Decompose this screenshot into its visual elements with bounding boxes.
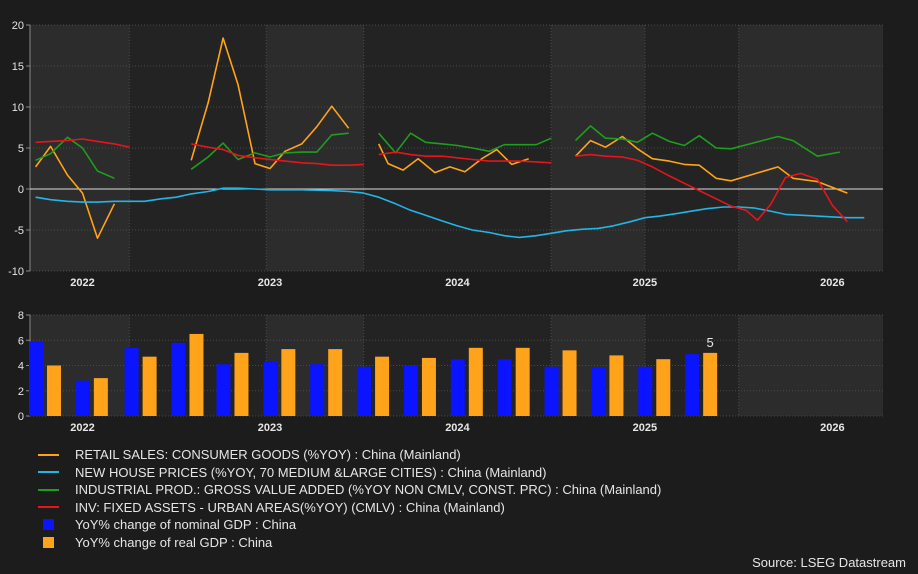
- top-y-tick-label: 5: [18, 143, 24, 155]
- bottom-x-tick-label: 2024: [445, 422, 470, 434]
- legend-swatch-industrial-prod: [38, 488, 59, 491]
- line-series-2: [574, 125, 841, 157]
- legend: RETAIL SALES: CONSUMER GOODS (%YOY) : Ch…: [38, 446, 661, 551]
- legend-item-industrial-prod: INDUSTRIAL PROD.: GROSS VALUE ADDED (%YO…: [38, 481, 661, 499]
- bar-real-gdp: [703, 352, 718, 416]
- legend-item-retail-sales: RETAIL SALES: CONSUMER GOODS (%YOY) : Ch…: [38, 446, 661, 464]
- bar-nominal-gdp: [357, 366, 372, 416]
- bar-real-gdp: [468, 347, 483, 416]
- top-y-tick-label: -5: [14, 225, 24, 237]
- bar-nominal-gdp: [75, 380, 90, 416]
- bottom-x-tick-label: 2025: [633, 422, 657, 434]
- bar-nominal-gdp: [403, 365, 418, 416]
- bar-real-gdp: [421, 357, 436, 416]
- legend-swatch-fixed-assets: [38, 506, 59, 509]
- bar-real-gdp: [93, 378, 108, 416]
- bar-real-gdp: [562, 350, 577, 416]
- bottom-y-tick-label: 2: [18, 386, 24, 398]
- bottom-y-tick-label: 8: [18, 310, 24, 322]
- bar-real-gdp: [656, 359, 671, 416]
- top-x-tick-label: 2025: [633, 277, 657, 289]
- bottom-y-tick-label: 0: [18, 411, 24, 423]
- bar-real-gdp: [609, 355, 624, 416]
- bar-real-gdp: [328, 349, 343, 416]
- top-x-tick-label: 2024: [445, 277, 470, 289]
- top-shaded-band: [266, 25, 364, 271]
- legend-item-fixed-assets: INV: FIXED ASSETS - URBAN AREAS(%YOY) (C…: [38, 499, 661, 517]
- line-series-3: [575, 153, 848, 223]
- line-series-2: [378, 132, 552, 154]
- top-y-tick-label: -10: [8, 266, 24, 278]
- top-y-tick-label: 20: [12, 20, 24, 32]
- bar-real-gdp: [515, 347, 530, 416]
- legend-label-new-house-prices: NEW HOUSE PRICES (%YOY, 70 MEDIUM &LARGE…: [75, 464, 547, 480]
- bar-nominal-gdp: [638, 366, 653, 416]
- bottom-x-tick-label: 2023: [258, 422, 282, 434]
- top-y-tick-label: 0: [18, 184, 24, 196]
- bar-real-gdp: [46, 365, 61, 416]
- legend-label-nominal-gdp: YoY% change of nominal GDP : China: [75, 517, 297, 532]
- top-shaded-band: [30, 25, 130, 271]
- bar-real-gdp: [142, 356, 157, 416]
- bottom-x-tick-label: 2022: [70, 422, 94, 434]
- legend-swatch-retail-sales: [38, 453, 59, 456]
- bottom-bar-chart: 0 2 4 6 8 2022 2023 2024 2025 2026 5: [18, 310, 883, 434]
- bottom-x-tick-label: 2026: [820, 422, 844, 434]
- line-series-0: [190, 37, 350, 170]
- bar-nominal-gdp: [497, 359, 512, 416]
- legend-swatch-nominal-gdp: [43, 519, 54, 531]
- line-series-3: [191, 143, 364, 166]
- line-series-0: [574, 135, 848, 194]
- line-series-3: [35, 138, 130, 148]
- legend-label-fixed-assets: INV: FIXED ASSETS - URBAN AREAS(%YOY) (C…: [75, 499, 505, 515]
- legend-label-real-gdp: YoY% change of real GDP : China: [75, 534, 273, 550]
- top-line-chart: -10 -5 0 5 10 15 20 2022 2023 2024 2025 2026: [8, 20, 883, 289]
- top-x-tick-label: 2026: [820, 277, 844, 289]
- bar-nominal-gdp: [450, 359, 465, 416]
- line-series-3: [378, 151, 552, 164]
- bottom-y-tick-label: 4: [18, 361, 24, 373]
- top-y-tick-label: 15: [12, 61, 24, 73]
- bar-nominal-gdp: [591, 368, 606, 416]
- legend-item-new-house-prices: NEW HOUSE PRICES (%YOY, 70 MEDIUM &LARGE…: [38, 464, 661, 482]
- bar-real-gdp: [189, 333, 204, 416]
- legend-swatch-new-house-prices: [38, 471, 59, 474]
- top-x-tick-label: 2023: [258, 277, 282, 289]
- legend-item-nominal-gdp: YoY% change of nominal GDP : China: [38, 516, 661, 534]
- legend-label-industrial-prod: INDUSTRIAL PROD.: GROSS VALUE ADDED (%YO…: [75, 482, 662, 497]
- bar-nominal-gdp: [310, 364, 325, 416]
- source-label: Source: LSEG Datastream: [752, 555, 906, 570]
- bar-real-gdp: [234, 352, 249, 416]
- bar-nominal-gdp: [171, 342, 186, 416]
- bar-nominal-gdp: [124, 347, 139, 416]
- bar-nominal-gdp: [263, 361, 278, 416]
- line-series-0: [34, 145, 116, 239]
- bottom-y-tick-label: 6: [18, 335, 24, 347]
- bar-nominal-gdp: [544, 366, 559, 416]
- legend-swatch-real-gdp: [43, 536, 54, 548]
- legend-label-retail-sales: RETAIL SALES: CONSUMER GOODS (%YOY) : Ch…: [75, 447, 461, 462]
- top-x-tick-label: 2022: [70, 277, 94, 289]
- bar-real-gdp: [375, 356, 390, 416]
- line-series-2: [35, 136, 115, 180]
- bar-annotation: 5: [707, 335, 714, 350]
- bar-nominal-gdp: [216, 364, 231, 416]
- line-series-2: [190, 132, 349, 170]
- top-y-tick-label: 10: [12, 102, 24, 114]
- legend-item-real-gdp: YoY% change of real GDP : China: [38, 534, 661, 552]
- bar-nominal-gdp: [685, 354, 700, 416]
- bar-real-gdp: [281, 349, 296, 416]
- bar-nominal-gdp: [28, 341, 43, 416]
- line-series-0: [377, 143, 529, 174]
